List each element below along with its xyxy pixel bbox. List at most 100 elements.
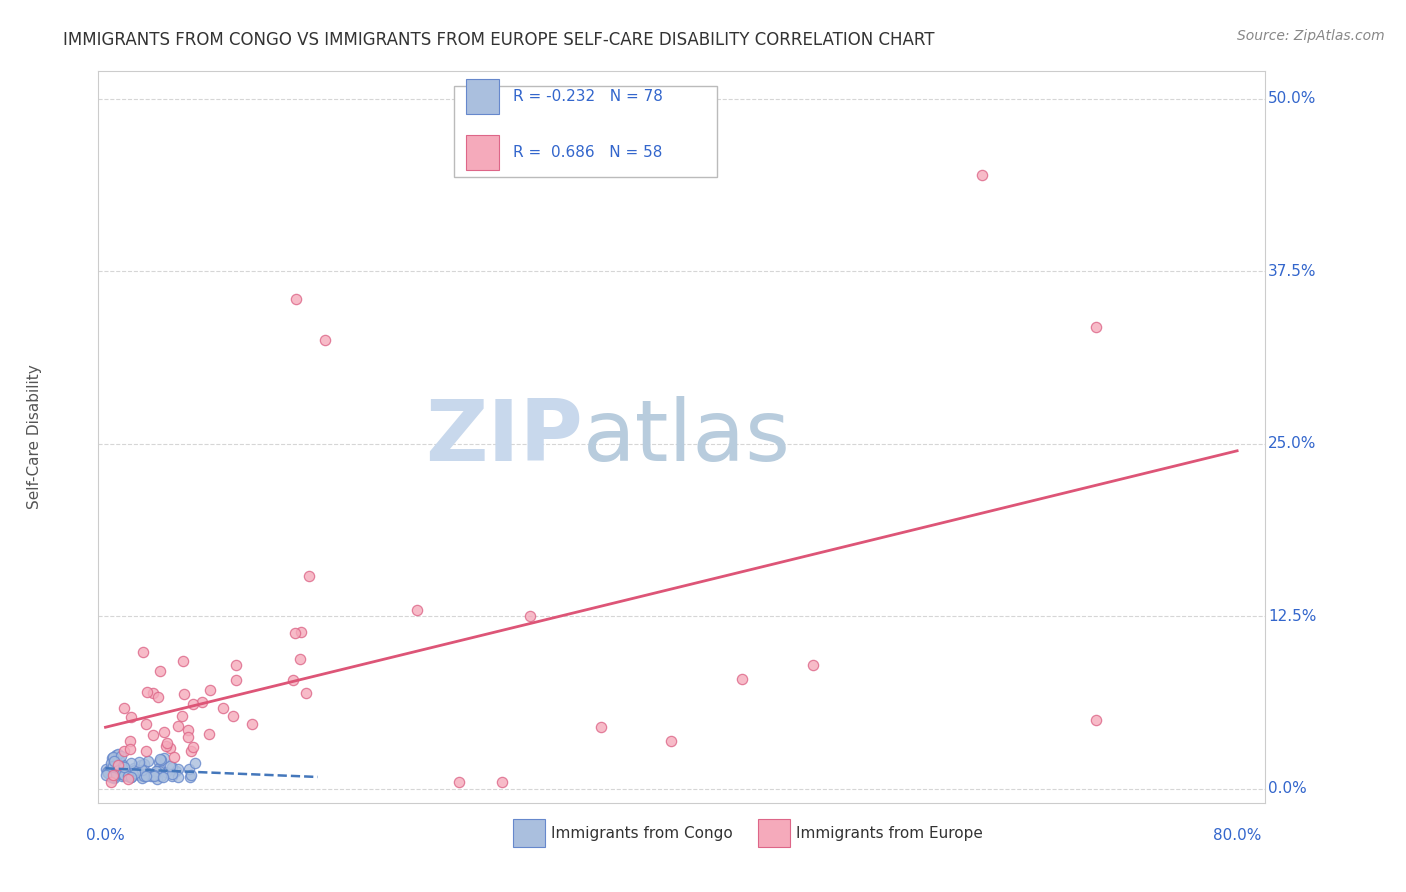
Point [98,764,121,778]
Text: ZIP: ZIP [425,395,582,479]
Point [117,767,139,781]
Point [132,757,155,772]
Point [120,770,142,784]
Point [118,742,141,756]
Text: atlas: atlas [582,395,790,479]
Point [281,673,304,687]
Point [143,769,166,783]
Point [107,747,129,762]
Point [135,770,157,784]
Point [120,770,142,784]
Point [136,684,159,698]
Point [132,645,155,659]
Point [179,770,201,784]
Point [98,763,121,777]
Point [128,755,150,769]
Point [148,755,170,769]
Point [138,755,160,769]
Point [110,749,132,764]
Point [659,733,682,747]
Text: R = -0.232   N = 78: R = -0.232 N = 78 [513,88,662,103]
Text: Immigrants from Europe: Immigrants from Europe [796,826,983,841]
Text: 80.0%: 80.0% [1213,828,1261,843]
Bar [465,78,499,114]
Point [94,762,117,776]
Point [159,759,181,773]
Text: 25.0%: 25.0% [1268,436,1316,451]
Text: IMMIGRANTS FROM CONGO VS IMMIGRANTS FROM EUROPE SELF-CARE DISABILITY CORRELATION: IMMIGRANTS FROM CONGO VS IMMIGRANTS FROM… [63,31,935,49]
Point [141,769,163,783]
Point [120,756,142,771]
Point [405,602,427,616]
Point [148,764,170,778]
Point [172,654,194,668]
Point [148,760,170,774]
Point [176,723,198,738]
Point [124,764,146,778]
Point [142,768,165,782]
Point [108,753,131,767]
Point [118,766,141,780]
Text: Source: ZipAtlas.com: Source: ZipAtlas.com [1237,29,1385,43]
Point [124,765,146,780]
Point [519,609,541,624]
Point [163,750,186,764]
Point [107,758,129,772]
Point [972,168,994,182]
Point [96,764,118,779]
Point [117,772,139,786]
Point [98,765,121,780]
Point [200,682,222,697]
Point [181,739,204,754]
Point [1084,319,1107,334]
Text: R =  0.686   N = 58: R = 0.686 N = 58 [513,145,662,160]
Text: 0.0%: 0.0% [1268,781,1308,797]
Point [225,658,247,673]
Point [111,758,134,772]
Point [177,730,200,744]
Point [294,686,316,700]
Text: 0.0%: 0.0% [86,828,125,843]
Point [152,751,174,765]
Point [103,768,125,782]
Point [801,657,824,672]
Point [150,753,173,767]
Point [142,686,165,700]
Point [118,734,141,748]
Point [103,759,125,773]
Point [290,625,312,640]
Point [104,764,127,778]
Point [146,764,169,779]
Point [112,768,135,782]
Point [183,756,205,770]
Point [117,769,139,783]
Point [111,769,134,783]
Text: 12.5%: 12.5% [1268,609,1316,624]
Point [122,761,145,775]
Point [107,757,129,772]
Point [298,569,321,583]
Point [284,626,307,640]
FancyBboxPatch shape [454,86,717,178]
Point [150,769,173,783]
Point [129,758,152,772]
Point [198,727,221,741]
Point [112,760,135,774]
Point [101,770,124,784]
Point [155,739,177,754]
Point [153,725,176,739]
Point [167,719,190,733]
Point [135,716,157,731]
Point [160,769,183,783]
Point [172,708,194,723]
Point [156,736,179,750]
Point [179,762,201,776]
Point [449,775,471,789]
Point [1084,713,1107,727]
Point [131,771,153,785]
Point [212,700,235,714]
Point [160,760,183,774]
Point [155,764,177,779]
Point [120,770,142,784]
Bar [758,819,790,847]
